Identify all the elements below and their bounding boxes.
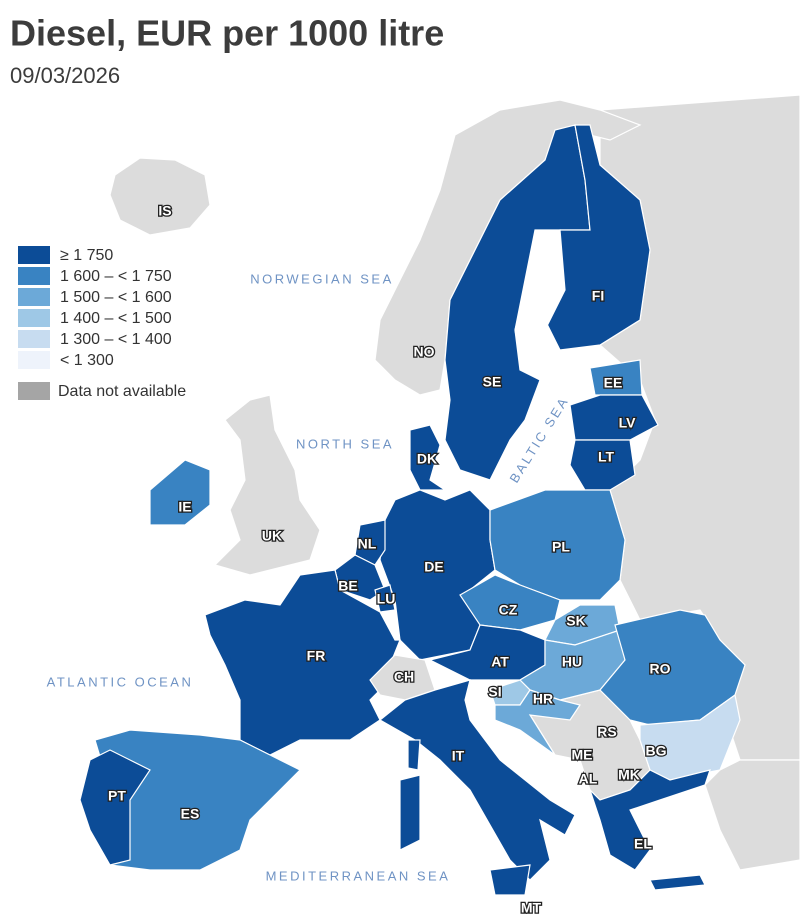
legend-label: ≥ 1 750 bbox=[60, 247, 113, 264]
legend-label: < 1 300 bbox=[60, 352, 114, 369]
country-label: FI bbox=[592, 288, 604, 304]
country-label: DK bbox=[417, 451, 437, 467]
country-label: ME bbox=[572, 747, 593, 763]
country-shape bbox=[213, 394, 321, 576]
legend-swatch bbox=[18, 246, 50, 264]
legend-swatch bbox=[18, 288, 50, 306]
country-label: NO bbox=[414, 344, 435, 360]
country-label: MK bbox=[618, 767, 640, 783]
legend-swatch bbox=[18, 309, 50, 327]
country-label: UK bbox=[262, 528, 282, 544]
country-label: LU bbox=[377, 591, 396, 607]
labels: IS NO SE FI EE LV LT DK IE UK NL BE LU DE PL CZ SK AT HU SI… bbox=[47, 201, 672, 914]
country-shape bbox=[149, 459, 211, 526]
country-shape bbox=[204, 569, 401, 756]
country-label: SK bbox=[566, 613, 585, 629]
country-label: SI bbox=[488, 684, 501, 700]
country-label: RO bbox=[650, 661, 671, 677]
legend-swatch bbox=[18, 267, 50, 285]
country-shape bbox=[639, 693, 741, 781]
country-shape bbox=[494, 689, 581, 756]
turkey bbox=[704, 759, 800, 871]
country-label: AT bbox=[491, 654, 509, 670]
sea-label: MEDITERRANEAN SEA bbox=[266, 868, 451, 883]
date: 09/03/2026 bbox=[10, 63, 120, 88]
country-shape bbox=[378, 679, 576, 881]
legend-label: 1 300 – < 1 400 bbox=[60, 331, 172, 348]
country-shape bbox=[79, 749, 151, 866]
land bbox=[79, 94, 800, 896]
sea-label: ATLANTIC OCEAN bbox=[47, 674, 194, 689]
legend-label: Data not available bbox=[58, 383, 186, 400]
country-shape bbox=[399, 774, 421, 851]
country-label: HU bbox=[562, 654, 582, 670]
country-label: NL bbox=[358, 536, 377, 552]
country-label: PL bbox=[552, 539, 570, 555]
country-label: RS bbox=[597, 724, 616, 740]
sea-label: NORTH SEA bbox=[296, 436, 394, 451]
gulf-of-bothnia bbox=[514, 229, 566, 370]
legend: ≥ 1 750 1 600 – < 1 750 1 500 – < 1 600 1 4… bbox=[18, 246, 186, 400]
title: Diesel, EUR per 1000 litre bbox=[10, 13, 444, 54]
country-shape bbox=[489, 489, 626, 601]
country-label: IE bbox=[178, 499, 191, 515]
country-shape bbox=[109, 157, 211, 236]
country-label: LV bbox=[619, 415, 637, 431]
legend-label: 1 400 – < 1 500 bbox=[60, 310, 172, 327]
legend-label: 1 500 – < 1 600 bbox=[60, 289, 172, 306]
country-label: AL bbox=[579, 771, 598, 787]
country-shape bbox=[409, 424, 447, 491]
country-shape bbox=[354, 519, 386, 566]
country-label: HR bbox=[533, 691, 553, 707]
country-label: CZ bbox=[499, 602, 518, 618]
country-label: CH bbox=[394, 669, 414, 685]
legend-swatch bbox=[18, 330, 50, 348]
sea-label: NORWEGIAN SEA bbox=[250, 271, 394, 286]
country-label: IT bbox=[452, 748, 465, 764]
country-label: BE bbox=[338, 578, 357, 594]
legend-label: 1 600 – < 1 750 bbox=[60, 268, 172, 285]
country-shape bbox=[649, 874, 706, 891]
country-label: MT bbox=[521, 900, 542, 914]
country-shape bbox=[519, 629, 626, 701]
country-shape bbox=[407, 739, 421, 771]
country-label: IS bbox=[158, 203, 171, 219]
country-label: FR bbox=[307, 648, 326, 664]
country-label: LT bbox=[598, 449, 615, 465]
legend-swatch bbox=[18, 382, 50, 400]
country-label: DE bbox=[424, 559, 443, 575]
country-shape bbox=[489, 864, 531, 896]
country-shape bbox=[374, 584, 396, 613]
country-label: EL bbox=[634, 836, 652, 852]
country-label: PT bbox=[108, 788, 126, 804]
country-label: ES bbox=[181, 806, 200, 822]
country-label: SE bbox=[483, 374, 502, 390]
country-label: BG bbox=[646, 743, 667, 759]
country-shape bbox=[589, 769, 711, 871]
country-label: EE bbox=[604, 375, 623, 391]
legend-swatch bbox=[18, 351, 50, 369]
